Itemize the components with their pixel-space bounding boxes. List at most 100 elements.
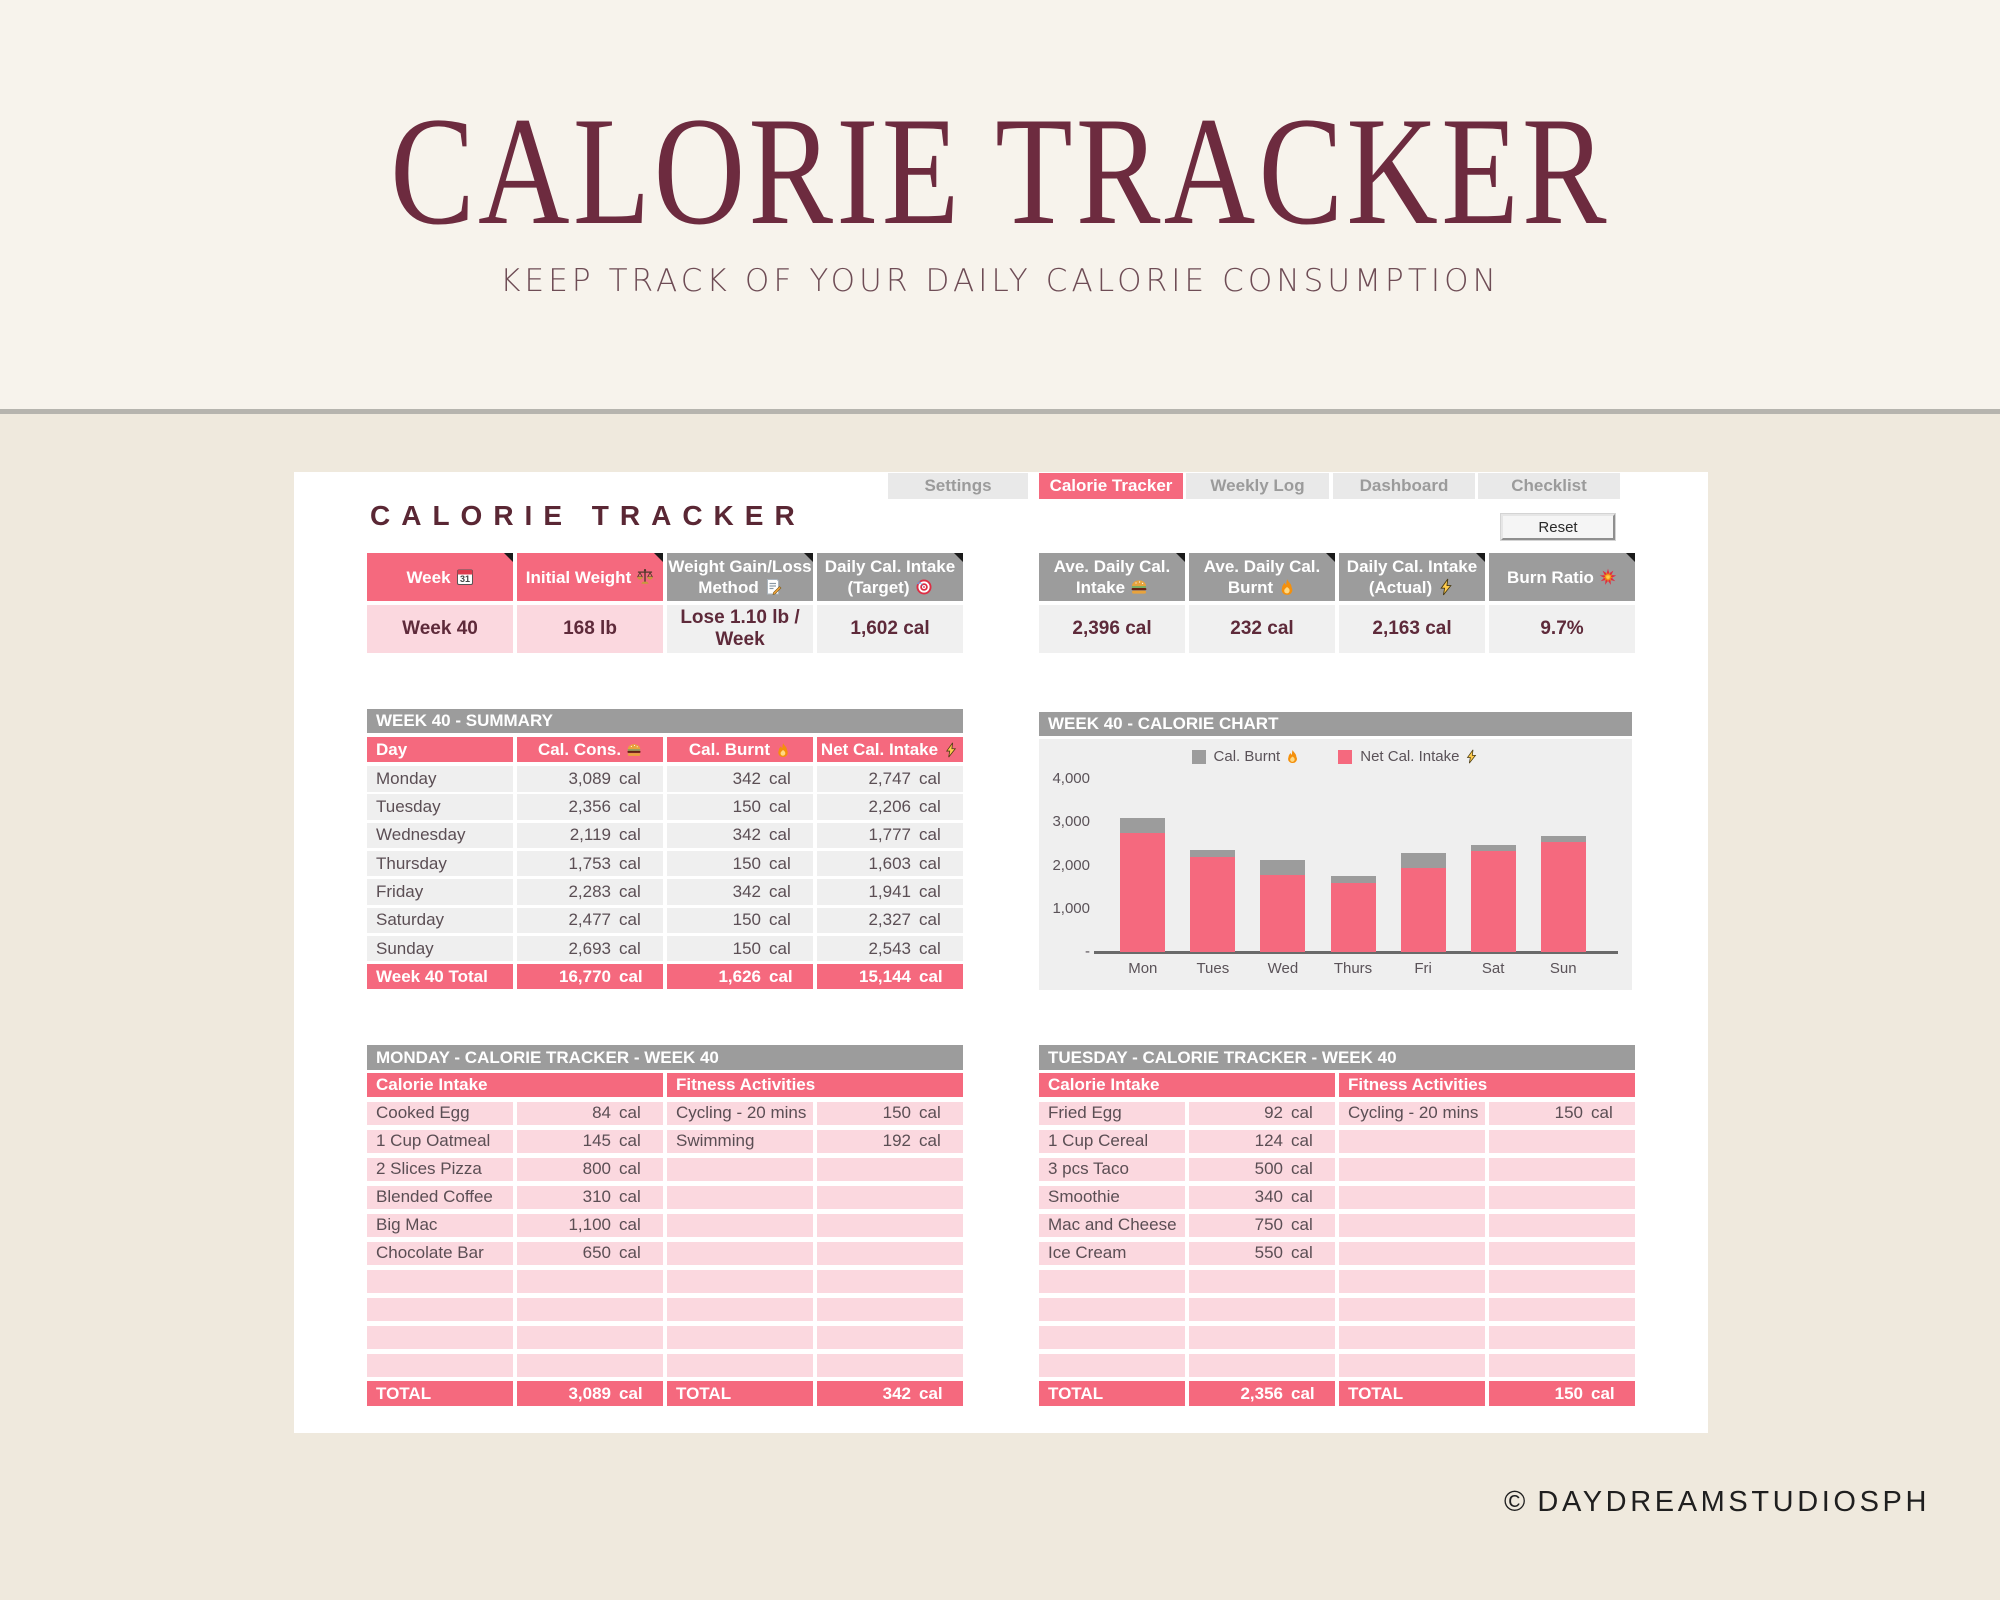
- fitness-cal-cell[interactable]: [817, 1185, 963, 1209]
- summary-value-cell[interactable]: 342 cal: [667, 879, 813, 905]
- fitness-item-cell[interactable]: [667, 1325, 813, 1349]
- intake-cal-cell[interactable]: [1189, 1269, 1335, 1293]
- fitness-cal-cell[interactable]: [817, 1353, 963, 1377]
- summary-value-cell[interactable]: 342 cal: [667, 822, 813, 849]
- intake-item-cell[interactable]: [367, 1353, 513, 1377]
- intake-item-cell[interactable]: 2 Slices Pizza: [367, 1157, 513, 1181]
- summary-value-cell[interactable]: 2,283 cal: [517, 879, 663, 905]
- summary-value-cell[interactable]: 1,603 cal: [817, 850, 963, 877]
- summary-value-cell[interactable]: 150 cal: [667, 935, 813, 962]
- fitness-cal-cell[interactable]: [1489, 1353, 1635, 1377]
- fitness-cal-cell[interactable]: 192 cal: [817, 1129, 963, 1153]
- tab-checklist[interactable]: Checklist: [1478, 473, 1620, 499]
- intake-item-cell[interactable]: [1039, 1325, 1185, 1349]
- fitness-cal-cell[interactable]: [1489, 1129, 1635, 1153]
- intake-cal-cell[interactable]: 1,100 cal: [517, 1213, 663, 1237]
- fitness-item-cell[interactable]: [667, 1185, 813, 1209]
- intake-cal-cell[interactable]: 340 cal: [1189, 1185, 1335, 1209]
- fitness-item-cell[interactable]: [1339, 1185, 1485, 1209]
- summary-value-cell[interactable]: 2,747 cal: [817, 766, 963, 792]
- summary-day-cell[interactable]: Saturday: [367, 907, 513, 933]
- summary-value-cell[interactable]: 150 cal: [667, 850, 813, 877]
- summary-value-cell[interactable]: 2,327 cal: [817, 907, 963, 933]
- week-stat-value-cell[interactable]: 9.7%: [1489, 605, 1635, 653]
- intake-cal-cell[interactable]: 145 cal: [517, 1129, 663, 1153]
- intake-item-cell[interactable]: Big Mac: [367, 1213, 513, 1237]
- fitness-item-cell[interactable]: [667, 1297, 813, 1321]
- intake-item-cell[interactable]: Fried Egg: [1039, 1101, 1185, 1125]
- intake-cal-cell[interactable]: [1189, 1353, 1335, 1377]
- intake-cal-cell[interactable]: 800 cal: [517, 1157, 663, 1181]
- fitness-item-cell[interactable]: [667, 1269, 813, 1293]
- intake-item-cell[interactable]: [367, 1297, 513, 1321]
- fitness-item-cell[interactable]: [1339, 1157, 1485, 1181]
- intake-item-cell[interactable]: Blended Coffee: [367, 1185, 513, 1209]
- fitness-cal-cell[interactable]: [1489, 1269, 1635, 1293]
- intake-item-cell[interactable]: 1 Cup Oatmeal: [367, 1129, 513, 1153]
- fitness-item-cell[interactable]: [1339, 1297, 1485, 1321]
- intake-cal-cell[interactable]: 550 cal: [1189, 1241, 1335, 1265]
- intake-item-cell[interactable]: Smoothie: [1039, 1185, 1185, 1209]
- fitness-cal-cell[interactable]: [817, 1297, 963, 1321]
- fitness-item-cell[interactable]: Cycling - 20 mins: [667, 1101, 813, 1125]
- summary-value-cell[interactable]: 150 cal: [667, 907, 813, 933]
- summary-value-cell[interactable]: 2,693 cal: [517, 935, 663, 962]
- intake-item-cell[interactable]: Ice Cream: [1039, 1241, 1185, 1265]
- tab-calorie-tracker[interactable]: Calorie Tracker: [1039, 473, 1183, 499]
- intake-cal-cell[interactable]: 500 cal: [1189, 1157, 1335, 1181]
- summary-value-cell[interactable]: 2,356 cal: [517, 794, 663, 820]
- intake-item-cell[interactable]: [367, 1269, 513, 1293]
- summary-value-cell[interactable]: 1,777 cal: [817, 822, 963, 849]
- intake-cal-cell[interactable]: 84 cal: [517, 1101, 663, 1125]
- intake-item-cell[interactable]: [1039, 1353, 1185, 1377]
- fitness-item-cell[interactable]: Swimming: [667, 1129, 813, 1153]
- intake-item-cell[interactable]: [1039, 1269, 1185, 1293]
- week-stat-value-cell[interactable]: 2,396 cal: [1039, 605, 1185, 653]
- fitness-cal-cell[interactable]: [817, 1269, 963, 1293]
- week-stat-value-cell[interactable]: 2,163 cal: [1339, 605, 1485, 653]
- summary-day-cell[interactable]: Thursday: [367, 850, 513, 877]
- fitness-item-cell[interactable]: [667, 1157, 813, 1181]
- summary-value-cell[interactable]: 2,543 cal: [817, 935, 963, 962]
- fitness-cal-cell[interactable]: [1489, 1157, 1635, 1181]
- summary-day-cell[interactable]: Friday: [367, 879, 513, 905]
- summary-value-cell[interactable]: 150 cal: [667, 794, 813, 820]
- summary-value-cell[interactable]: 1,753 cal: [517, 850, 663, 877]
- intake-cal-cell[interactable]: [517, 1269, 663, 1293]
- fitness-cal-cell[interactable]: [1489, 1185, 1635, 1209]
- fitness-item-cell[interactable]: [667, 1213, 813, 1237]
- fitness-item-cell[interactable]: [1339, 1213, 1485, 1237]
- intake-cal-cell[interactable]: 310 cal: [517, 1185, 663, 1209]
- reset-button[interactable]: Reset: [1500, 513, 1616, 541]
- fitness-cal-cell[interactable]: [1489, 1241, 1635, 1265]
- fitness-cal-cell[interactable]: [1489, 1325, 1635, 1349]
- intake-item-cell[interactable]: 1 Cup Cereal: [1039, 1129, 1185, 1153]
- intake-item-cell[interactable]: [367, 1325, 513, 1349]
- summary-value-cell[interactable]: 342 cal: [667, 766, 813, 792]
- fitness-cal-cell[interactable]: [1489, 1297, 1635, 1321]
- intake-item-cell[interactable]: 3 pcs Taco: [1039, 1157, 1185, 1181]
- fitness-item-cell[interactable]: [667, 1353, 813, 1377]
- tab-dashboard[interactable]: Dashboard: [1333, 473, 1475, 499]
- summary-day-cell[interactable]: Wednesday: [367, 822, 513, 849]
- week-setting-value-cell[interactable]: Week 40: [367, 605, 513, 653]
- intake-cal-cell[interactable]: [517, 1325, 663, 1349]
- intake-cal-cell[interactable]: 650 cal: [517, 1241, 663, 1265]
- fitness-cal-cell[interactable]: 150 cal: [1489, 1101, 1635, 1125]
- week-stat-value-cell[interactable]: 232 cal: [1189, 605, 1335, 653]
- summary-value-cell[interactable]: 2,119 cal: [517, 822, 663, 849]
- fitness-cal-cell[interactable]: [817, 1157, 963, 1181]
- fitness-item-cell[interactable]: [1339, 1325, 1485, 1349]
- intake-item-cell[interactable]: Mac and Cheese: [1039, 1213, 1185, 1237]
- fitness-item-cell[interactable]: Cycling - 20 mins: [1339, 1101, 1485, 1125]
- week-setting-value-cell[interactable]: 1,602 cal: [817, 605, 963, 653]
- intake-cal-cell[interactable]: [517, 1297, 663, 1321]
- fitness-item-cell[interactable]: [667, 1241, 813, 1265]
- summary-day-cell[interactable]: Tuesday: [367, 794, 513, 820]
- fitness-item-cell[interactable]: [1339, 1353, 1485, 1377]
- intake-item-cell[interactable]: Cooked Egg: [367, 1101, 513, 1125]
- intake-cal-cell[interactable]: 92 cal: [1189, 1101, 1335, 1125]
- summary-value-cell[interactable]: 2,477 cal: [517, 907, 663, 933]
- intake-item-cell[interactable]: [1039, 1297, 1185, 1321]
- fitness-cal-cell[interactable]: [817, 1241, 963, 1265]
